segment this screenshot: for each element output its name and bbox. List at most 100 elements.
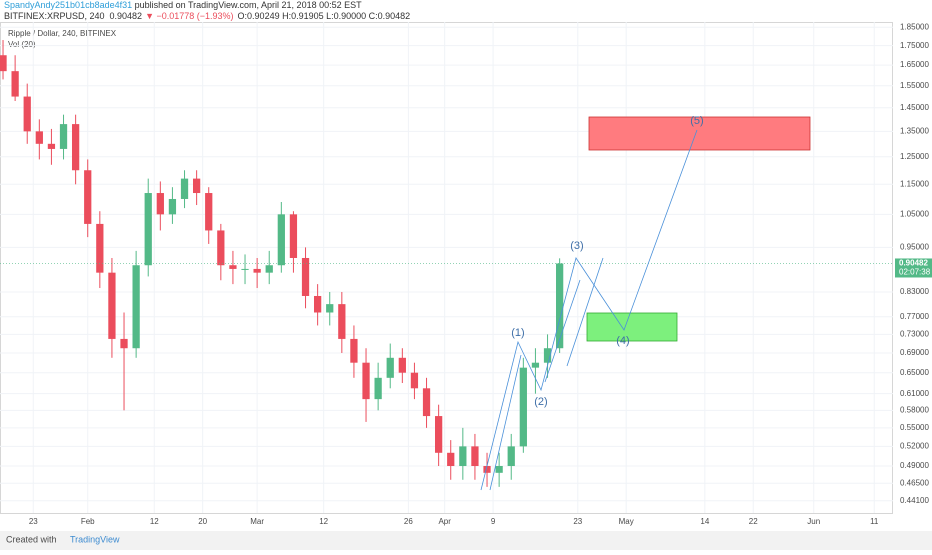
x-tick-label: Jun xyxy=(807,517,820,526)
channel-line xyxy=(544,279,581,383)
candle-body xyxy=(519,367,527,447)
candle-body xyxy=(192,178,201,194)
candle-body xyxy=(301,257,310,296)
channel-line xyxy=(566,257,604,367)
candle-body xyxy=(217,230,225,266)
symbol-line: BITFINEX:XRPUSD, 240 0.90482 ▼ −0.01778 (−… xyxy=(4,11,410,21)
wave-label: (2) xyxy=(534,396,547,408)
candle-body xyxy=(265,265,273,273)
candle-body xyxy=(71,124,80,171)
candle-body xyxy=(11,71,19,97)
x-tick-label: 12 xyxy=(150,517,159,526)
candle-body xyxy=(35,131,43,144)
last-price-label: 0.90482 xyxy=(899,259,928,268)
candle-body xyxy=(314,295,322,313)
x-tick-label: 23 xyxy=(573,517,582,526)
x-tick-label: Mar xyxy=(250,517,264,526)
y-tick-label: 0.95000 xyxy=(900,242,929,251)
candle-body xyxy=(120,338,128,349)
author[interactable]: SpandyAndy251b01cb8ade4f31 xyxy=(4,0,132,10)
candle-body xyxy=(531,362,540,368)
candle-body xyxy=(362,362,370,400)
x-tick-label: May xyxy=(619,517,634,526)
candle-body xyxy=(0,55,7,72)
y-tick-label: 0.55000 xyxy=(900,423,929,432)
x-tick-label: Feb xyxy=(81,517,95,526)
candle-body xyxy=(386,357,394,378)
last: 0.90482 xyxy=(110,11,143,21)
candle-body xyxy=(84,170,92,224)
candle-body xyxy=(326,304,334,313)
candle-body xyxy=(205,193,213,231)
y-tick-label: 0.61000 xyxy=(900,389,929,398)
candle-body xyxy=(447,452,455,467)
y-tick-label: 0.44100 xyxy=(900,496,929,505)
plot: 1.85000 1.75000 1.65000 1.55000 1.45000 1.350… xyxy=(0,22,932,526)
candle-body xyxy=(96,223,104,273)
candle-body xyxy=(229,265,237,269)
candle-body xyxy=(543,348,552,363)
ohlc: O:0.90249 H:0.91905 L:0.90000 C:0.90482 xyxy=(238,11,411,21)
candle-body xyxy=(253,268,261,273)
change: ▼ −0.01778 (−1.93%) xyxy=(145,11,233,21)
published: published on TradingView.com, April 21, … xyxy=(132,0,362,10)
y-tick-label: 1.15000 xyxy=(900,179,929,188)
footer-brand[interactable]: TradingView xyxy=(70,534,120,544)
candle-body xyxy=(507,446,515,467)
x-tick-label: 9 xyxy=(491,517,496,526)
candle-body xyxy=(398,357,406,373)
candle-body xyxy=(422,388,431,417)
footer-bar xyxy=(0,531,932,550)
y-tick-label: 0.58000 xyxy=(900,405,929,414)
candle-body xyxy=(241,268,249,270)
candle-body xyxy=(471,446,479,467)
x-tick-label: 12 xyxy=(319,517,328,526)
last-price-badge xyxy=(895,258,932,278)
candle-body xyxy=(435,416,443,453)
x-tick-label: Apr xyxy=(438,517,451,526)
candle-body xyxy=(495,466,503,473)
y-tick-label: 1.55000 xyxy=(900,81,929,90)
wave-path xyxy=(480,129,698,491)
y-tick-label: 1.05000 xyxy=(900,209,929,218)
candle-body xyxy=(459,446,467,467)
indicator: Vol (20) xyxy=(8,40,36,49)
candle-body xyxy=(23,96,31,132)
x-tick-label: 20 xyxy=(198,517,207,526)
y-tick-label: 0.77000 xyxy=(900,312,929,321)
candle-body xyxy=(108,272,116,339)
y-tick-label: 0.69000 xyxy=(900,348,929,357)
candle-body xyxy=(180,178,189,199)
chart-title: Ripple / Dollar, 240, BITFINEX xyxy=(8,29,117,38)
header-line: SpandyAndy251b01cb8ade4f31 published on … xyxy=(4,0,362,10)
candle-body xyxy=(556,263,564,349)
x-tick-label: 26 xyxy=(404,517,413,526)
support-zone xyxy=(586,312,678,342)
y-tick-label: 1.45000 xyxy=(900,103,929,112)
candle-body xyxy=(338,304,346,339)
channel xyxy=(489,354,522,491)
drawings xyxy=(480,116,811,491)
wave-label: (5) xyxy=(690,115,703,127)
wave-labels: (1) (2) (3) (4) (5) xyxy=(511,115,703,408)
y-tick-label: 1.75000 xyxy=(900,41,929,50)
x-tick-label: 11 xyxy=(870,517,879,526)
candle-body xyxy=(289,214,298,258)
wave-label: (1) xyxy=(511,327,524,339)
candle-body xyxy=(350,338,358,363)
candle-body xyxy=(374,377,382,400)
x-tick-label: 23 xyxy=(29,517,38,526)
candle-body xyxy=(168,198,177,215)
candle-body xyxy=(410,372,419,389)
countdown: 02:07:38 xyxy=(899,268,931,277)
y-tick-label: 0.52000 xyxy=(900,441,929,450)
y-tick-label: 0.73000 xyxy=(900,329,929,338)
x-tick-label: 22 xyxy=(749,517,758,526)
plot-frame xyxy=(0,22,893,514)
wave-label: (4) xyxy=(616,335,629,347)
y-tick-label: 0.49000 xyxy=(900,461,929,470)
candle-body xyxy=(59,124,68,149)
candle-body xyxy=(144,193,152,266)
